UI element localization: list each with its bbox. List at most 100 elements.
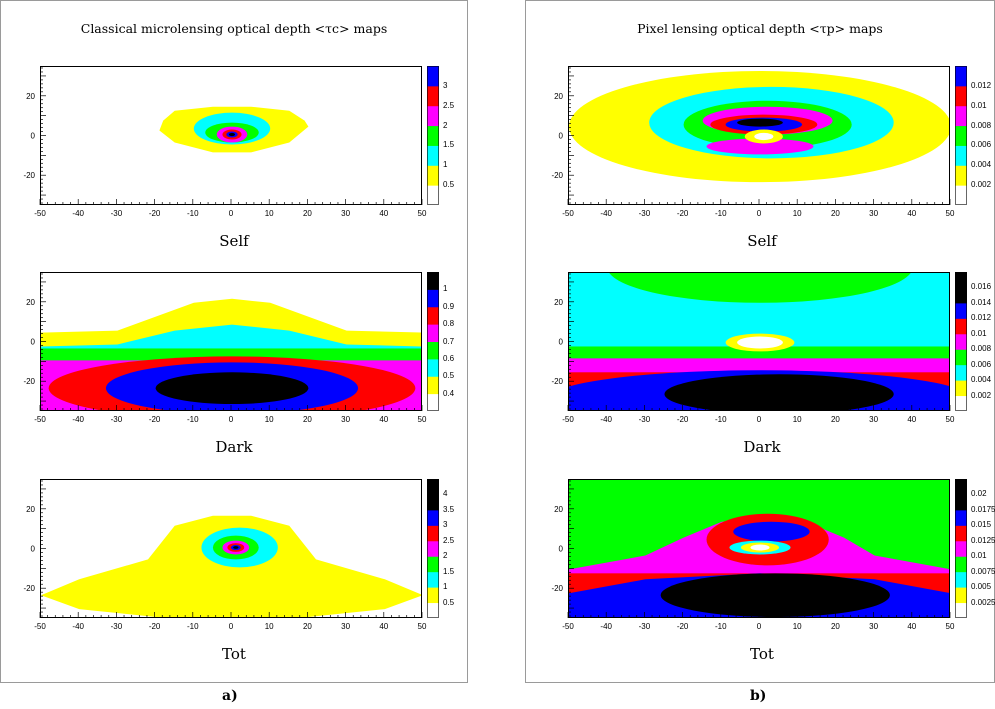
palette-label: 1 [443,284,448,294]
x-tick-label: -10 [715,622,727,631]
color-palette [427,272,439,411]
y-tick-label: 20 [554,298,563,307]
x-tick-label: 30 [869,622,878,631]
palette-label: 0.0075 [971,566,995,576]
contour-region [737,118,783,127]
x-tick-label: 10 [793,622,802,631]
y-tick-label: -20 [551,377,563,386]
contour-region [233,546,239,549]
x-tick-label: 30 [341,622,350,631]
x-tick-label: 0 [229,622,234,631]
panel-title: Classical microlensing optical depth <τc… [80,21,388,36]
x-tick-label: 40 [379,209,388,218]
palette-swatch [955,287,967,304]
palette-label: 0.006 [971,359,992,369]
palette-swatch [955,349,967,366]
x-tick-label: 0 [757,622,762,631]
palette-swatch [427,324,439,342]
palette-swatch [427,185,439,205]
x-tick-label: 50 [946,209,955,218]
x-tick-label: 30 [341,209,350,218]
axes-layer: -50 -40 -30 -20 -10 0 10 20 30 40 50 -20 0 20 [551,67,955,218]
plot-caption: Dark [743,438,781,456]
palette-label: 0.01 [971,328,987,338]
x-tick-label: -20 [677,622,689,631]
x-tick-label: -50 [34,415,46,424]
palette-swatch [955,318,967,335]
heatmap-b-tot [568,479,950,618]
y-tick-label: -20 [551,584,563,593]
palette-swatch [955,571,967,588]
palette-label: 0.7 [443,336,455,346]
x-tick-label: 0 [229,415,234,424]
palette-swatch [427,494,439,511]
contour-region [660,573,890,617]
palette-swatch [955,540,967,557]
palette-frame [955,272,967,411]
palette-frame [427,66,439,205]
y-tick-label: 0 [31,338,36,347]
x-tick-label: 20 [831,209,840,218]
y-tick-label: 0 [559,545,564,554]
x-tick-label: 0 [229,209,234,218]
palette-label: 0.4 [443,388,455,398]
x-tick-label: 10 [265,209,274,218]
x-tick-label: -30 [639,415,651,424]
palette-swatch [427,272,439,290]
contour-region [664,374,894,410]
x-tick-label: 10 [793,415,802,424]
palette-swatch [955,364,967,381]
x-tick-label: 20 [303,209,312,218]
palette-swatch [427,289,439,308]
x-tick-label: 20 [303,622,312,631]
x-tick-label: -10 [187,209,199,218]
x-tick-label: -20 [149,415,161,424]
x-tick-label: 30 [869,209,878,218]
palette-label: 3 [443,80,448,90]
palette-label: 0.016 [971,282,992,292]
palette-swatch [427,571,439,588]
y-tick-label: 0 [31,545,36,554]
color-palette [955,272,967,411]
heatmap-canvas [569,273,949,410]
x-tick-label: 40 [379,622,388,631]
x-tick-label: -40 [72,209,84,218]
palette-label: 0.005 [971,582,992,592]
y-tick-label: -20 [23,171,35,180]
palette-swatch [955,333,967,350]
palette-swatch [427,587,439,604]
contour-region [754,132,774,141]
x-tick-label: 40 [907,209,916,218]
palette-swatch [427,125,439,146]
palette-swatch [427,479,439,495]
palette-label: 0.006 [971,140,992,150]
y-tick-label: 0 [559,132,564,141]
axes-layer: -50 -40 -30 -20 -10 0 10 20 30 40 50 -20 0 20 [551,480,955,631]
x-tick-label: -30 [111,209,123,218]
panel-label-a: a) [222,688,238,704]
contour-region [750,544,770,551]
y-tick-label: 20 [554,92,563,101]
x-tick-label: -50 [562,622,574,631]
palette-swatch [955,66,967,87]
x-tick-label: 20 [831,622,840,631]
x-tick-label: -20 [677,209,689,218]
palette-label: 0.002 [971,390,992,400]
palette-swatch [955,494,967,511]
palette-label: 0.01 [971,100,987,110]
palette-swatch [955,105,967,127]
palette-label: 2 [443,551,448,561]
plot-caption: Tot [750,645,774,663]
palette-label: 0.8 [443,319,455,329]
x-tick-label: 20 [831,415,840,424]
palette-label: 0.02 [971,489,987,499]
panel-title: Pixel lensing optical depth <τp> maps [637,21,883,36]
palette-swatch [955,302,967,319]
palette-label: 0.0125 [971,535,995,545]
palette-swatch [427,376,439,395]
palette-label: 0.01 [971,551,987,561]
heatmap-a-dark [40,272,422,411]
palette-swatch [427,358,439,377]
palette-label: 0.015 [971,520,992,530]
palette-label: 0.6 [443,353,455,363]
